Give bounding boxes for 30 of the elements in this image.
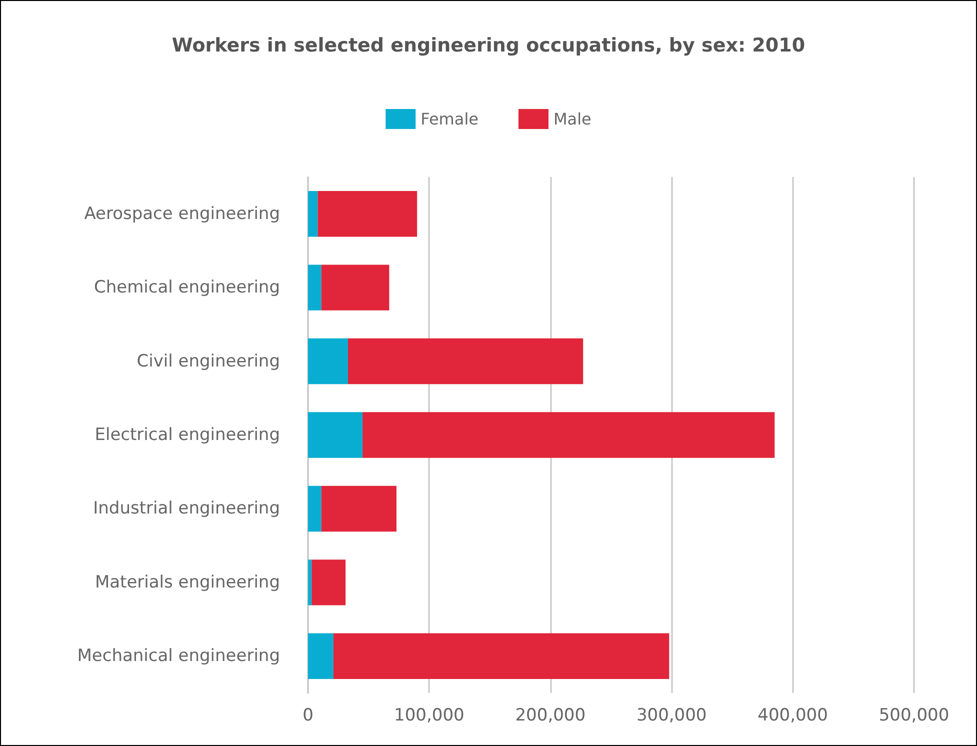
bar [308, 560, 312, 606]
bar [333, 633, 670, 679]
bar [318, 191, 418, 237]
chart-title: Workers in selected engineering occupations, by sex: 2010 [172, 34, 806, 56]
bar [308, 486, 322, 532]
bar [321, 486, 396, 532]
x-tick-label: 300,000 [636, 706, 707, 726]
x-tick-label: 200,000 [515, 706, 586, 726]
y-tick-label: Civil engineering [136, 351, 280, 372]
bar [308, 264, 322, 310]
x-tick-label: 0 [302, 706, 314, 726]
bar [308, 412, 363, 458]
bar [362, 412, 775, 458]
x-tick-label: 100,000 [394, 706, 464, 726]
bar [321, 264, 390, 310]
legend-label: Female [420, 110, 478, 128]
y-tick-label: Industrial engineering [93, 498, 280, 519]
y-tick-label: Aerospace engineering [84, 204, 280, 224]
y-tick-label: Electrical engineering [94, 425, 280, 445]
bar [308, 633, 334, 679]
y-tick-label: Mechanical engineering [77, 646, 280, 666]
bar [308, 338, 348, 384]
legend-label: Male [553, 110, 592, 128]
y-tick-label: Materials engineering [94, 572, 280, 592]
bar [312, 560, 346, 606]
bar [308, 191, 318, 237]
x-tick-label: 400,000 [758, 706, 828, 726]
x-tick-label: 500,000 [878, 706, 950, 726]
bar [348, 338, 584, 384]
y-tick-label: Chemical engineering [94, 278, 280, 298]
